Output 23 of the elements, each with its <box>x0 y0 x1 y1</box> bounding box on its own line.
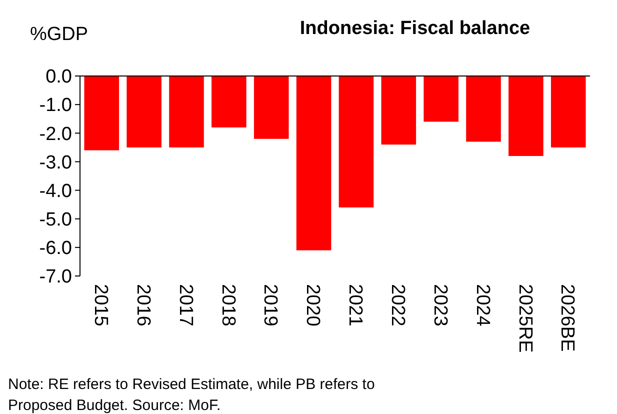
x-tick-label: 2015 <box>90 284 111 326</box>
y-tick-label: -6.0 <box>39 238 72 260</box>
x-tick-label: 2021 <box>344 284 366 326</box>
y-tick-label: -4.0 <box>39 180 72 202</box>
x-tick-label: 2016 <box>132 284 154 326</box>
text: Note: RE refers to Revised Estimate, while PB refers to Proposed Budget. Source: MoF. <box>8 376 375 414</box>
x-tick-label: 2017 <box>174 284 196 326</box>
y-tick-label: -3.0 <box>39 152 72 174</box>
y-tick-label: 0.0 <box>46 66 72 88</box>
x-tick-label: 2020 <box>302 284 324 326</box>
x-tick-label: 2024 <box>472 284 493 327</box>
x-tick-label: 2023 <box>429 284 450 326</box>
x-tick-label: 2018 <box>217 284 238 326</box>
x-tick-label: 2022 <box>386 284 408 326</box>
y-tick-label: -5.0 <box>39 210 72 231</box>
y-tick-label: -2.0 <box>39 124 72 145</box>
y-tick-label: -7.0 <box>39 266 72 288</box>
chart-title: Indonesia: Fiscal balance <box>300 18 530 39</box>
x-tick-label: 2025RE <box>514 284 536 353</box>
x-tick-label: 2026BE <box>556 284 578 352</box>
x-tick-label: 2019 <box>260 284 281 326</box>
y-tick-label: -1.0 <box>39 95 72 116</box>
y-axis-title: %GDP <box>30 24 88 45</box>
